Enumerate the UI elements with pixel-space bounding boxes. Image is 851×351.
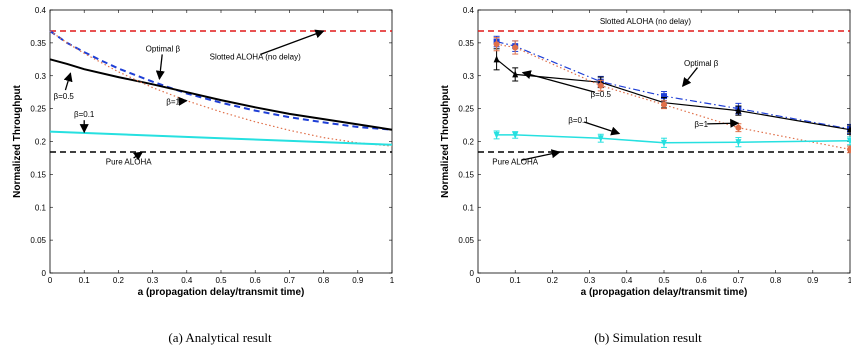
y-tick-label: 0.35 (458, 39, 474, 48)
annotation-beta-1: β=1 (694, 120, 708, 129)
data-point-beta-0-1 (847, 137, 851, 145)
annotation-arrow-beta-0-1 (583, 121, 621, 136)
annotation-optimal-beta: Optimal β (684, 59, 719, 68)
annotation-arrow-pure-aloha (520, 149, 561, 161)
annotation-arrow-pure-aloha (133, 151, 144, 161)
x-tick-label: 0.7 (284, 276, 296, 285)
y-axis-label: Normalized Throughput (12, 84, 23, 197)
plot-frame (49, 9, 393, 274)
series-line-beta-1 (496, 43, 851, 150)
x-tick-label: 1 (848, 276, 851, 285)
data-point-optimal-beta (661, 93, 667, 100)
y-tick-label: 0 (470, 269, 475, 278)
x-tick-label: 0.7 (733, 276, 745, 285)
y-tick-label: 0.4 (463, 6, 475, 15)
data-point-beta-0-1 (735, 139, 742, 147)
x-tick-label: 0.1 (79, 276, 91, 285)
series-line-beta-1 (49, 30, 393, 147)
caption-simulation: (b) Simulation result (594, 330, 702, 345)
annotation-arrow-beta-1 (178, 96, 188, 106)
data-point-beta-0-1 (597, 135, 604, 143)
y-tick-label: 0.15 (30, 170, 46, 179)
x-tick-label: 1 (390, 276, 395, 285)
x-tick-label: 0.5 (215, 276, 227, 285)
series-line-optimal-beta (496, 41, 851, 130)
series-line-beta-0-5 (49, 58, 393, 131)
x-tick-label: 0.9 (807, 276, 819, 285)
data-point-beta-0-5 (493, 55, 500, 63)
x-tick-label: 0.6 (250, 276, 262, 285)
x-tick-label: 0.9 (352, 276, 364, 285)
y-tick-label: 0.25 (458, 105, 474, 114)
x-tick-label: 0.2 (113, 276, 125, 285)
x-tick-label: 0 (48, 276, 53, 285)
x-axis-label: a (propagation delay/transmit time) (581, 287, 748, 298)
y-tick-label: 0.35 (30, 39, 46, 48)
y-tick-label: 0.15 (458, 170, 474, 179)
data-point-beta-0-5 (847, 125, 851, 133)
y-tick-label: 0.1 (35, 203, 47, 212)
data-point-beta-1 (512, 44, 519, 51)
data-point-beta-0-1 (512, 131, 519, 139)
x-tick-label: 0 (476, 276, 481, 285)
annotation-arrow-optimal-beta (682, 67, 698, 87)
annotation-arrow-beta-0-5 (63, 72, 73, 91)
series-line-beta-0-1 (49, 130, 393, 146)
series-line-beta-0-1 (496, 134, 851, 144)
data-point-beta-0-5 (512, 70, 519, 78)
annotation-beta-0-5: β=0.5 (591, 90, 612, 99)
x-tick-label: 0.6 (696, 276, 708, 285)
y-tick-label: 0.3 (35, 72, 47, 81)
data-point-beta-0-1 (493, 131, 500, 139)
data-point-beta-1 (847, 146, 851, 153)
x-tick-label: 0.8 (318, 276, 330, 285)
data-point-beta-1 (661, 101, 667, 108)
x-tick-label: 0.3 (147, 276, 159, 285)
y-tick-label: 0.3 (463, 72, 475, 81)
data-point-beta-1 (735, 124, 742, 131)
x-tick-label: 0.8 (770, 276, 782, 285)
simulation-result-panel: 0 0.1 0.2 0.3 0.4 0.5 0.6 0.7 0.8 0.9 1 0 0.05 0.1 0.1… (440, 6, 851, 298)
annotation-optimal-beta: Optimal β (146, 44, 181, 53)
y-tick-label: 0.4 (35, 6, 47, 15)
annotation-slotted-aloha-no-delay: Slotted ALOHA (no delay) (600, 17, 692, 26)
annotation-arrow-optimal-beta (155, 54, 165, 80)
x-axis-label: a (propagation delay/transmit time) (138, 287, 305, 298)
y-tick-label: 0 (42, 269, 47, 278)
y-tick-label: 0.2 (463, 138, 475, 147)
annotation-arrow-slotted-aloha-no-delay (260, 29, 325, 55)
annotation-beta-0-5: β=0.5 (53, 92, 74, 101)
y-tick-label: 0.25 (30, 105, 46, 114)
y-tick-label: 0.2 (35, 138, 47, 147)
analytical-result-panel: 0 0.1 0.2 0.3 0.4 0.5 0.6 0.7 0.8 0.9 1 0 0.05 0.1 0.1… (12, 6, 395, 298)
x-tick-label: 0.5 (658, 276, 670, 285)
y-axis-label: Normalized Throughput (440, 84, 451, 197)
x-tick-label: 0.4 (621, 276, 633, 285)
annotation-arrow-beta-0-5 (521, 70, 596, 93)
annotation-slotted-aloha-no-delay: Slotted ALOHA (no delay) (210, 52, 302, 61)
x-tick-label: 0.2 (547, 276, 559, 285)
data-point-beta-0-1 (661, 139, 667, 147)
x-tick-label: 0.3 (584, 276, 596, 285)
y-tick-label: 0.1 (463, 203, 475, 212)
x-tick-label: 0.1 (510, 276, 522, 285)
annotation-beta-1: β=1 (166, 98, 180, 107)
x-tick-label: 0.4 (181, 276, 193, 285)
annotation-beta-0-1: β=0.1 (568, 116, 589, 125)
annotation-pure-aloha: Pure ALOHA (106, 158, 152, 167)
caption-analytical: (a) Analytical result (168, 330, 272, 345)
series-line-optimal-beta (49, 30, 393, 131)
annotation-pure-aloha: Pure ALOHA (492, 158, 538, 167)
data-point-beta-1 (597, 82, 604, 89)
series-line-beta-0-5 (496, 58, 851, 131)
annotation-beta-0-1: β=0.1 (74, 110, 95, 119)
data-point-beta-1 (493, 41, 500, 48)
annotation-arrow-beta-1 (707, 118, 740, 128)
y-tick-label: 0.05 (30, 236, 46, 245)
data-point-beta-0-5 (735, 106, 742, 114)
y-tick-label: 0.05 (458, 236, 474, 245)
